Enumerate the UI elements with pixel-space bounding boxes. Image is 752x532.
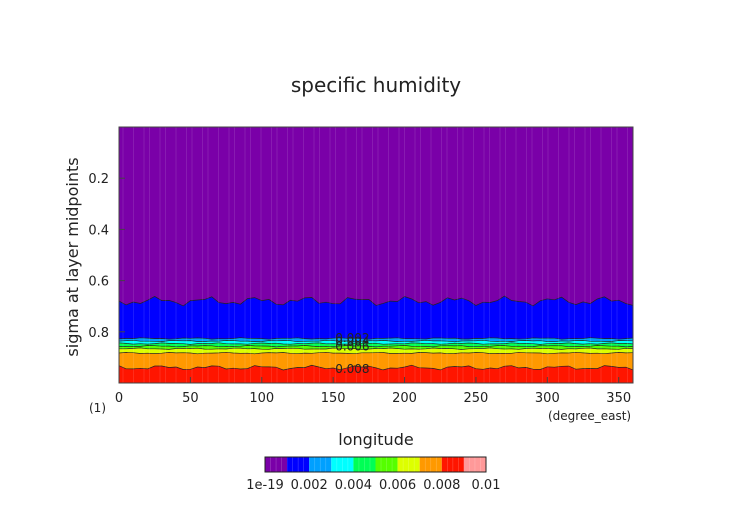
- plot-frame: [118, 126, 634, 384]
- colorbar-tick-label: 0.004: [335, 478, 372, 493]
- colorbar-tick-label: 0.006: [379, 478, 416, 493]
- x-tick-label: 100: [249, 391, 274, 406]
- colorbar-swatch: [309, 457, 332, 472]
- x-unit-label: (degree_east): [548, 409, 631, 423]
- colorbar-swatch: [331, 457, 354, 472]
- contour-label: 0.006: [335, 340, 369, 354]
- y-axis-ticks: 0.2 0.4 0.6 0.8: [88, 172, 125, 341]
- colorbar: [264, 456, 487, 473]
- contour-line-7: [118, 351, 634, 355]
- y-unit-label: (1): [89, 401, 106, 415]
- x-tick-label: 250: [464, 391, 489, 406]
- contour-line-8: [118, 364, 634, 371]
- x-axis-label: longitude: [338, 430, 413, 449]
- colorbar-swatch: [397, 457, 420, 472]
- colorbar-swatch: [375, 457, 398, 472]
- contour-line-5: [118, 345, 634, 348]
- humidity-band-1: [119, 296, 633, 340]
- humidity-band-8: [119, 365, 633, 383]
- plot-area: [118, 127, 634, 383]
- contour-line-3: [118, 339, 634, 343]
- colorbar-tick-label: 0.01: [472, 478, 501, 493]
- colorbar-tick-label: 0.008: [423, 478, 460, 493]
- colorbar-tick-labels: 1e-19 0.002 0.004 0.006 0.008 0.01: [246, 478, 500, 493]
- colorbar-swatch: [287, 457, 310, 472]
- humidity-band-6: [119, 347, 633, 354]
- contour-label: 0.008: [335, 362, 369, 376]
- y-tick-label: 0.4: [88, 223, 109, 238]
- colorbar-tick-label: 1e-19: [246, 478, 284, 493]
- y-tick-label: 0.8: [88, 326, 109, 341]
- x-tick-label: 150: [321, 391, 346, 406]
- x-tick-label: 0: [115, 391, 123, 406]
- colorbar-swatch: [353, 457, 376, 472]
- contour-line-6: [119, 347, 634, 350]
- colorbar-swatch: [463, 457, 486, 472]
- x-tick-label: 300: [535, 391, 560, 406]
- y-tick-label: 0.6: [88, 275, 109, 290]
- humidity-band-7: [119, 352, 633, 370]
- colorbar-tick-label: 0.002: [291, 478, 328, 493]
- x-tick-label: 50: [182, 391, 199, 406]
- y-tick-label: 0.2: [88, 172, 109, 187]
- x-axis-ticks: 0 50 100 150 200 250 300 350: [115, 377, 631, 406]
- humidity-band-0: [119, 127, 633, 306]
- contour-label: 0.002: [335, 331, 369, 345]
- colorbar-swatch: [265, 457, 288, 472]
- x-tick-label: 350: [606, 391, 631, 406]
- colorbar-swatch: [441, 457, 464, 472]
- x-tick-label: 200: [392, 391, 417, 406]
- colorbar-frame: [264, 456, 487, 473]
- contour-line-2: [118, 337, 634, 340]
- contour-line-1: [118, 295, 634, 307]
- chart-title: specific humidity: [291, 73, 461, 97]
- contour-label: 0.004: [335, 335, 369, 349]
- y-axis-label: sigma at layer midpoints: [63, 157, 82, 356]
- contour-line-4: [118, 342, 634, 345]
- colorbar-swatch: [419, 457, 442, 472]
